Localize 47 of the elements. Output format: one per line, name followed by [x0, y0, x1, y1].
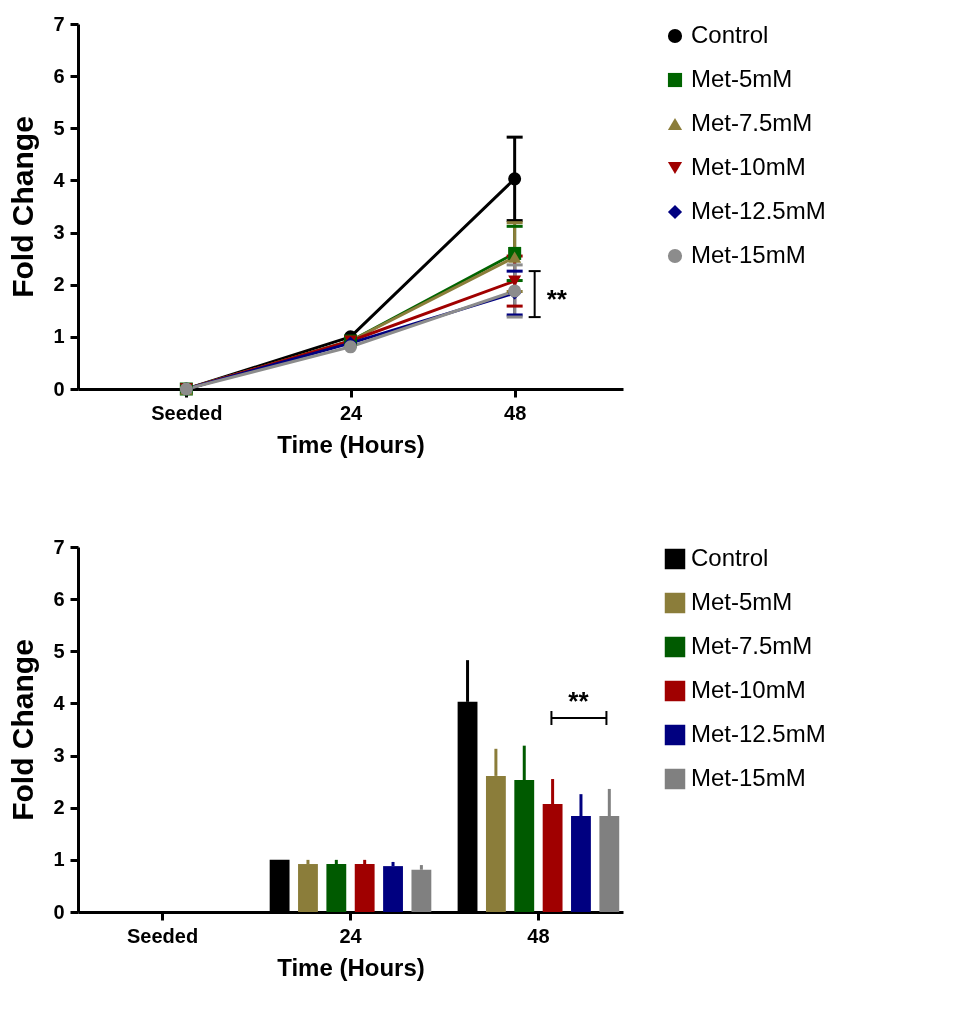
legend-label: Control	[691, 21, 769, 48]
y-tick-label: 0	[53, 377, 65, 400]
y-tick-label: 5	[53, 116, 65, 139]
x-tick-label: Seeded	[126, 924, 199, 947]
legend-label: Met-5mM	[691, 588, 793, 615]
y-tick-label: 4	[53, 168, 66, 191]
y-tick-label: 1	[53, 848, 65, 871]
x-tick-label: 24	[339, 924, 363, 947]
y-tick-label: 4	[53, 691, 66, 714]
y-axis-title: Fold Change	[6, 639, 40, 821]
point	[343, 340, 358, 354]
y-axis-title: Fold Change	[6, 116, 40, 298]
y-tick-label: 6	[53, 587, 65, 610]
x-tick-label: Seeded	[151, 401, 223, 424]
annotation: **	[546, 284, 568, 315]
bar	[383, 866, 403, 912]
legend-label: Met-7.5mM	[691, 632, 813, 659]
point	[508, 172, 522, 186]
bar	[298, 864, 318, 912]
bar	[411, 869, 432, 912]
legend-label: Met-15mM	[691, 241, 806, 268]
legend-label: Met-15mM	[691, 764, 806, 791]
y-tick-label: 0	[53, 900, 65, 923]
y-tick-label: 7	[53, 535, 65, 558]
x-axis-title: Time (Hours)	[277, 953, 425, 981]
y-tick-label: 7	[53, 12, 65, 35]
y-tick-label: 3	[53, 221, 65, 244]
legend-label: Met-10mM	[691, 153, 806, 180]
legend-label: Met-12.5mM	[691, 197, 826, 224]
legend-label: Met-5mM	[691, 65, 793, 92]
y-tick-label: 2	[53, 796, 65, 819]
y-tick-label: 3	[53, 744, 65, 767]
annotation: **	[568, 686, 590, 716]
y-tick-label: 2	[53, 273, 65, 296]
x-tick-label: 48	[504, 401, 527, 424]
legend-label: Met-10mM	[691, 676, 806, 703]
x-tick-label: 24	[339, 401, 363, 424]
bar	[354, 864, 375, 912]
legend-label: Control	[691, 544, 769, 571]
y-tick-label: 1	[53, 325, 65, 348]
legend-label: Met-7.5mM	[691, 109, 813, 136]
y-tick-label: 6	[53, 64, 65, 87]
legend-label: Met-12.5mM	[691, 720, 826, 747]
y-tick-label: 5	[53, 639, 65, 662]
bar	[326, 864, 347, 912]
x-tick-label: 48	[527, 924, 550, 947]
x-axis-title: Time (Hours)	[277, 430, 425, 458]
